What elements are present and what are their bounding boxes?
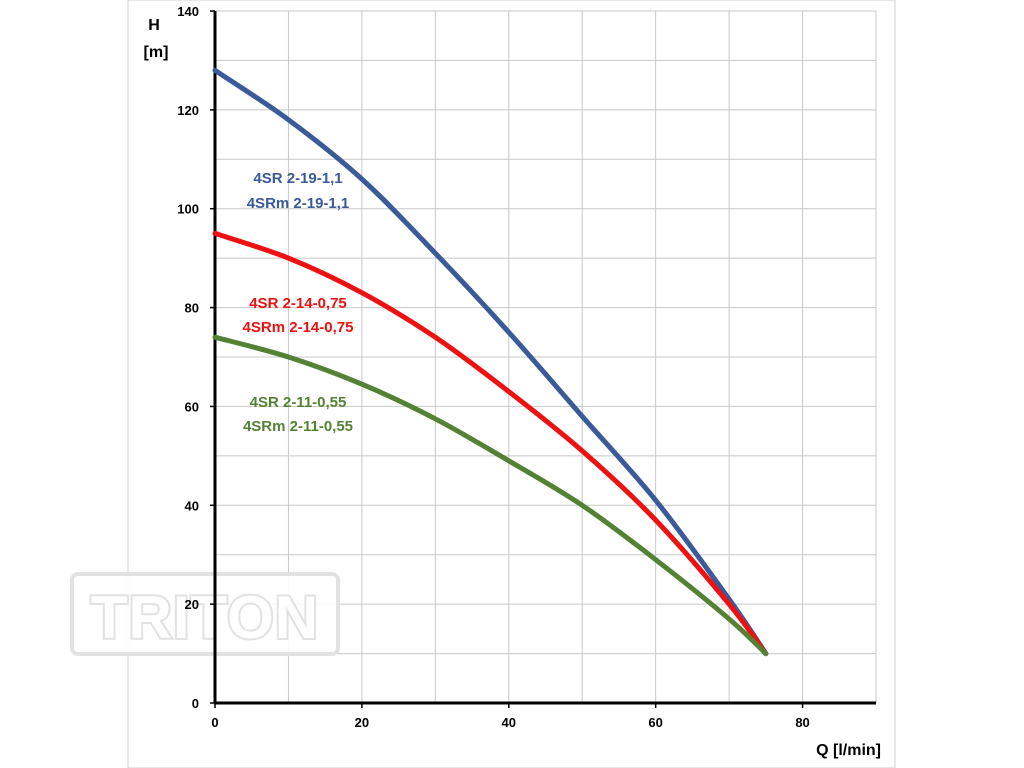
x-tick-label: 20 — [355, 715, 369, 730]
y-tick-label: 20 — [185, 597, 199, 612]
series-label-1-line-1: 4SR 2-19-1,1 — [253, 170, 342, 187]
series-label-1-line-2: 4SRm 2-19-1,1 — [247, 195, 350, 212]
x-axis-title: Q [l/min] — [816, 742, 881, 759]
series-line-3 — [212, 334, 769, 657]
y-tick-label: 0 — [192, 696, 199, 711]
series-group — [212, 67, 769, 657]
x-tick-label: 80 — [795, 715, 809, 730]
y-tick-label: 120 — [177, 103, 199, 118]
series-label-2-line-1: 4SR 2-14-0,75 — [249, 295, 347, 312]
y-axis-title-line-2: [m] — [144, 44, 169, 61]
series-labels: 4SR 2-19-1,1 4SRm 2-19-1,1 4SR 2-14-0,75 4S… — [243, 170, 354, 435]
series-line-1 — [212, 67, 769, 657]
y-tick-label: 60 — [185, 399, 199, 414]
y-tick-label: 40 — [185, 498, 199, 513]
tick-labels: 0 20 40 60 80 0 20 40 60 80 100 120 140 — [177, 4, 809, 730]
triton-logo-watermark: TRITON — [70, 572, 340, 656]
x-tick-label: 60 — [648, 715, 662, 730]
x-tick-label: 40 — [502, 715, 516, 730]
axes — [213, 11, 876, 705]
x-tick-label: 0 — [211, 715, 218, 730]
y-tick-label: 100 — [177, 202, 199, 217]
series-label-3-line-1: 4SR 2-11-0,55 — [250, 394, 347, 411]
y-tick-label: 140 — [177, 4, 199, 19]
series-label-2-line-2: 4SRm 2-14-0,75 — [243, 319, 354, 336]
series-label-3-line-2: 4SRm 2-11-0,55 — [243, 418, 353, 435]
y-tick-label: 80 — [185, 301, 199, 316]
series-line-2 — [212, 230, 769, 657]
y-axis-title-line-1: H — [148, 17, 160, 34]
watermark-text: TRITON — [91, 584, 319, 651]
